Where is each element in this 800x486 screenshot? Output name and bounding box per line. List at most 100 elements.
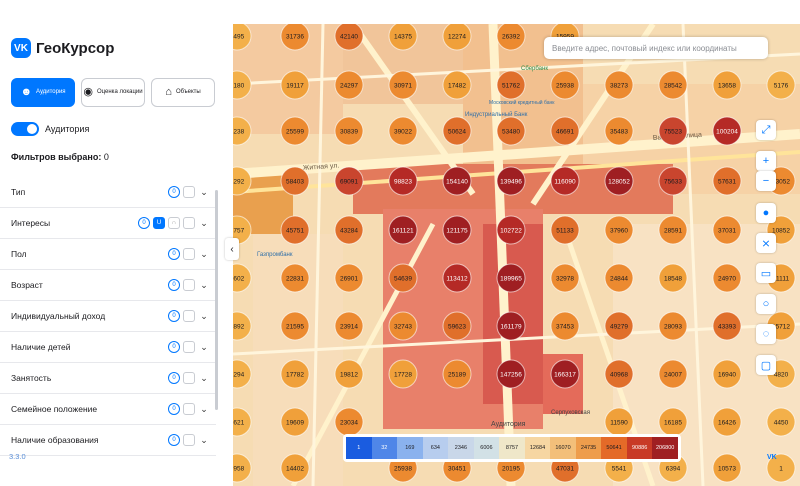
tab-objects[interactable]: ⌂ Объекты xyxy=(151,78,215,107)
sidebar-scrollbar[interactable] xyxy=(215,190,218,410)
audience-cell-marker[interactable] xyxy=(442,70,472,100)
audience-cell-marker[interactable] xyxy=(550,70,580,100)
audience-cell-marker[interactable] xyxy=(233,453,252,483)
union-toggle[interactable]: U xyxy=(153,217,165,229)
audience-cell-marker[interactable] xyxy=(712,311,742,341)
filter-row[interactable]: Интересы 0 U ∩ ⌄ xyxy=(0,208,216,239)
audience-cell-marker[interactable] xyxy=(604,215,634,245)
audience-cell-marker[interactable] xyxy=(604,311,634,341)
audience-cell-marker[interactable] xyxy=(280,166,310,196)
circle-tool-button[interactable]: ○ xyxy=(756,294,776,314)
audience-cell-marker[interactable] xyxy=(280,407,310,437)
audience-cell-marker[interactable] xyxy=(233,263,252,293)
audience-cell-marker[interactable] xyxy=(233,311,252,341)
audience-cell-marker[interactable] xyxy=(442,359,472,389)
audience-cell-marker[interactable] xyxy=(766,453,796,483)
audience-cell-marker[interactable] xyxy=(280,24,310,51)
tab-audience[interactable]: ☻ Аудитория xyxy=(11,78,75,107)
audience-cell-marker[interactable] xyxy=(388,215,418,245)
audience-cell-marker[interactable] xyxy=(712,407,742,437)
audience-cell-marker[interactable] xyxy=(442,116,472,146)
collapse-sidebar-button[interactable]: ‹ xyxy=(225,238,239,260)
filter-row[interactable]: Наличие детей 0 ⌄ xyxy=(0,332,216,363)
chevron-down-icon[interactable]: ⌄ xyxy=(200,434,208,445)
chevron-down-icon[interactable]: ⌄ xyxy=(200,310,208,321)
chevron-down-icon[interactable]: ⌄ xyxy=(200,186,208,197)
audience-cell-marker[interactable] xyxy=(334,263,364,293)
audience-cell-marker[interactable] xyxy=(233,70,252,100)
location-button[interactable]: ● xyxy=(756,203,776,223)
audience-cell-marker[interactable] xyxy=(334,70,364,100)
audience-cell-marker[interactable] xyxy=(280,359,310,389)
chevron-down-icon[interactable]: ⌄ xyxy=(200,279,208,290)
filter-clear-box[interactable] xyxy=(183,310,195,322)
chevron-down-icon[interactable]: ⌄ xyxy=(200,372,208,383)
audience-cell-marker[interactable] xyxy=(233,116,252,146)
audience-cell-marker[interactable] xyxy=(334,166,364,196)
audience-cell-marker[interactable] xyxy=(712,166,742,196)
app-logo[interactable]: VK ГеоКурсор xyxy=(11,38,114,58)
audience-cell-marker[interactable] xyxy=(604,70,634,100)
zoom-in-button[interactable]: + xyxy=(756,151,776,171)
filter-clear-box[interactable] xyxy=(183,434,195,446)
chevron-down-icon[interactable]: ⌄ xyxy=(200,217,208,228)
audience-cell-marker[interactable] xyxy=(280,453,310,483)
audience-toggle[interactable] xyxy=(11,122,39,136)
audience-cell-marker[interactable] xyxy=(334,215,364,245)
audience-cell-marker[interactable] xyxy=(496,166,526,196)
audience-cell-marker[interactable] xyxy=(280,116,310,146)
audience-cell-marker[interactable] xyxy=(604,359,634,389)
audience-cell-marker[interactable] xyxy=(766,407,796,437)
delete-button[interactable]: ▢ xyxy=(756,355,776,375)
audience-cell-marker[interactable] xyxy=(442,166,472,196)
audience-cell-marker[interactable] xyxy=(334,116,364,146)
audience-cell-marker[interactable] xyxy=(550,263,580,293)
audience-cell-marker[interactable] xyxy=(712,359,742,389)
filter-row[interactable]: Семейное положение 0 ⌄ xyxy=(0,394,216,425)
tab-location-score[interactable]: ◉ Оценка локации xyxy=(81,78,145,107)
audience-cell-marker[interactable] xyxy=(604,263,634,293)
audience-cell-marker[interactable] xyxy=(388,359,418,389)
audience-cell-marker[interactable] xyxy=(550,215,580,245)
audience-cell-marker[interactable] xyxy=(712,453,742,483)
audience-cell-marker[interactable] xyxy=(712,263,742,293)
chevron-down-icon[interactable]: ⌄ xyxy=(200,341,208,352)
audience-cell-marker[interactable] xyxy=(233,24,252,51)
audience-cell-marker[interactable] xyxy=(334,24,364,51)
audience-cell-marker[interactable] xyxy=(388,24,418,51)
audience-cell-marker[interactable] xyxy=(496,215,526,245)
audience-cell-marker[interactable] xyxy=(658,116,688,146)
audience-cell-marker[interactable] xyxy=(442,311,472,341)
filter-row[interactable]: Тип 0 ⌄ xyxy=(0,177,216,208)
audience-cell-marker[interactable] xyxy=(712,215,742,245)
ruler-tool-button[interactable]: ⨯ xyxy=(756,233,776,253)
audience-cell-marker[interactable] xyxy=(712,70,742,100)
filter-clear-box[interactable] xyxy=(183,341,195,353)
audience-cell-marker[interactable] xyxy=(388,311,418,341)
audience-cell-marker[interactable] xyxy=(388,70,418,100)
chevron-down-icon[interactable]: ⌄ xyxy=(200,403,208,414)
zoom-out-button[interactable]: − xyxy=(756,171,776,191)
audience-cell-marker[interactable] xyxy=(550,116,580,146)
audience-cell-marker[interactable] xyxy=(233,166,252,196)
audience-cell-marker[interactable] xyxy=(712,116,742,146)
filter-clear-box[interactable] xyxy=(183,248,195,260)
polygon-tool-button[interactable]: ▭ xyxy=(756,263,776,283)
audience-cell-marker[interactable] xyxy=(496,359,526,389)
audience-cell-marker[interactable] xyxy=(604,166,634,196)
filter-row[interactable]: Индивидуальный доход 0 ⌄ xyxy=(0,301,216,332)
audience-cell-marker[interactable] xyxy=(658,263,688,293)
map-view[interactable]: Житная ул. Валовая улица Сбербанк Индуст… xyxy=(233,24,800,486)
audience-cell-marker[interactable] xyxy=(658,166,688,196)
audience-cell-marker[interactable] xyxy=(388,116,418,146)
audience-cell-marker[interactable] xyxy=(766,70,796,100)
filter-row[interactable]: Наличие образования 0 ⌄ xyxy=(0,425,216,456)
audience-cell-marker[interactable] xyxy=(334,359,364,389)
audience-cell-marker[interactable] xyxy=(233,359,252,389)
audience-cell-marker[interactable] xyxy=(280,311,310,341)
audience-cell-marker[interactable] xyxy=(550,359,580,389)
filter-clear-box[interactable] xyxy=(183,279,195,291)
audience-cell-marker[interactable] xyxy=(334,311,364,341)
audience-cell-marker[interactable] xyxy=(496,24,526,51)
audience-cell-marker[interactable] xyxy=(658,70,688,100)
